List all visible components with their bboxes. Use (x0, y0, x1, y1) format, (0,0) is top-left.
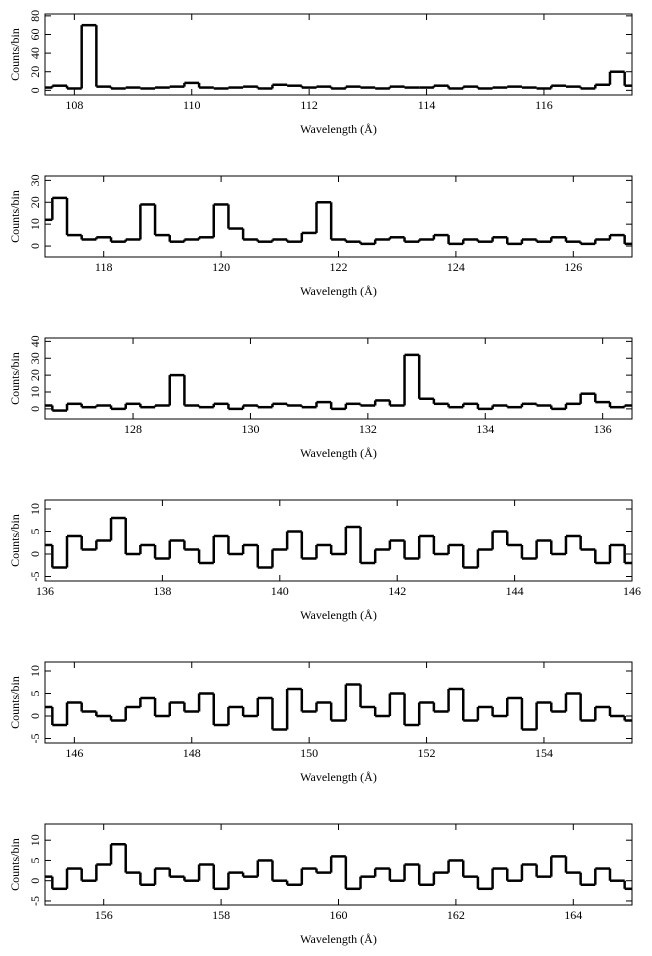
x-axis-label: Wavelength (Å) (300, 284, 377, 298)
y-tick-label: 40 (28, 335, 42, 347)
plot-frame (44, 337, 633, 420)
x-axis-label: Wavelength (Å) (300, 608, 377, 622)
x-tick-label: 112 (300, 98, 318, 112)
plot-frame (44, 661, 633, 744)
y-axis-label: Counts/bin (8, 514, 22, 567)
x-tick-label: 130 (241, 422, 259, 436)
y-tick-label: 10 (28, 665, 42, 677)
y-tick-label: 80 (28, 10, 42, 22)
y-tick-label: 0 (28, 87, 42, 93)
x-tick-label: 162 (447, 908, 465, 922)
y-axis-label: Counts/bin (8, 838, 22, 891)
y-axis-label: Counts/bin (8, 28, 22, 81)
y-tick-label: 20 (28, 196, 42, 208)
panel: 156 158 160 162 164 -5 0 5 10 Wavelength (Å) Count… (8, 823, 633, 946)
x-tick-label: 124 (447, 260, 465, 274)
plot-area (45, 23, 632, 90)
panel: 128 130 132 134 136 0 10 20 30 40 Wavelength (Å) Co… (8, 335, 633, 460)
x-tick-label: 152 (418, 746, 436, 760)
y-tick-label: -5 (28, 896, 42, 906)
x-tick-label: 142 (388, 584, 406, 598)
panel: 118 120 122 124 126 0 10 20 30 Wavelength (Å) Coun… (8, 174, 633, 298)
x-tick-label: 128 (124, 422, 142, 436)
y-axis-label: Counts/bin (8, 190, 22, 243)
x-tick-label: 134 (476, 422, 494, 436)
x-tick-label: 158 (212, 908, 230, 922)
x-tick-label: 116 (535, 98, 553, 112)
plot-area (45, 353, 632, 412)
x-axis-label: Wavelength (Å) (300, 122, 377, 136)
x-axis-label: Wavelength (Å) (300, 446, 377, 460)
x-tick-label: 108 (65, 98, 83, 112)
x-tick-label: 138 (153, 584, 171, 598)
x-tick-label: 122 (330, 260, 348, 274)
x-tick-label: 136 (594, 422, 612, 436)
x-axis-label: Wavelength (Å) (300, 932, 377, 946)
plot-frame (44, 823, 633, 906)
y-tick-label: 0 (28, 713, 42, 719)
plot-area (45, 516, 632, 569)
x-tick-label: 118 (95, 260, 113, 274)
y-tick-label: 30 (28, 174, 42, 186)
x-tick-label: 154 (535, 746, 553, 760)
y-tick-label: 5 (28, 691, 42, 697)
x-tick-label: 148 (183, 746, 201, 760)
x-tick-label: 136 (36, 584, 54, 598)
y-tick-label: 40 (28, 47, 42, 59)
y-axis-label: Counts/bin (8, 676, 22, 729)
y-tick-label: 60 (28, 28, 42, 40)
y-tick-label: 0 (28, 243, 42, 249)
y-tick-label: 5 (28, 857, 42, 863)
y-tick-label: 20 (28, 66, 42, 78)
x-tick-label: 120 (212, 260, 230, 274)
panel: 146 148 150 152 154 -5 0 5 10 Wavelength (Å) Count… (8, 661, 633, 784)
y-tick-label: 10 (28, 503, 42, 515)
plot-frame (44, 499, 633, 582)
x-tick-label: 146 (65, 746, 83, 760)
y-tick-label: 0 (28, 551, 42, 557)
x-tick-label: 144 (506, 584, 524, 598)
x-tick-label: 110 (183, 98, 201, 112)
panel: 108 110 112 114 116 0 20 40 60 80 Wavelength (Å) Co… (8, 10, 633, 136)
plot-frame (44, 13, 633, 96)
y-tick-label: 5 (28, 529, 42, 535)
x-tick-label: 140 (271, 584, 289, 598)
x-tick-label: 132 (359, 422, 377, 436)
y-tick-label: 20 (28, 369, 42, 381)
x-tick-label: 146 (623, 584, 641, 598)
y-tick-label: -5 (28, 734, 42, 744)
plot-area (45, 196, 632, 246)
x-tick-label: 114 (418, 98, 436, 112)
y-tick-label: 10 (28, 834, 42, 846)
plot-area (45, 843, 632, 891)
y-tick-label: 30 (28, 352, 42, 364)
x-tick-label: 156 (95, 908, 113, 922)
y-axis-label: Counts/bin (8, 352, 22, 405)
x-tick-label: 150 (300, 746, 318, 760)
y-tick-label: 0 (28, 406, 42, 412)
y-tick-label: 10 (28, 386, 42, 398)
y-tick-label: -5 (28, 572, 42, 582)
panel: 136 138 140 142 144 146 -5 0 5 10 Wavelength (Å) Co… (8, 499, 641, 622)
x-axis-label: Wavelength (Å) (300, 770, 377, 784)
x-tick-label: 126 (564, 260, 582, 274)
y-tick-label: 0 (28, 878, 42, 884)
x-tick-label: 160 (330, 908, 348, 922)
x-tick-label: 164 (564, 908, 582, 922)
plot-frame (44, 175, 633, 258)
plot-area (45, 683, 632, 731)
y-tick-label: 10 (28, 218, 42, 230)
